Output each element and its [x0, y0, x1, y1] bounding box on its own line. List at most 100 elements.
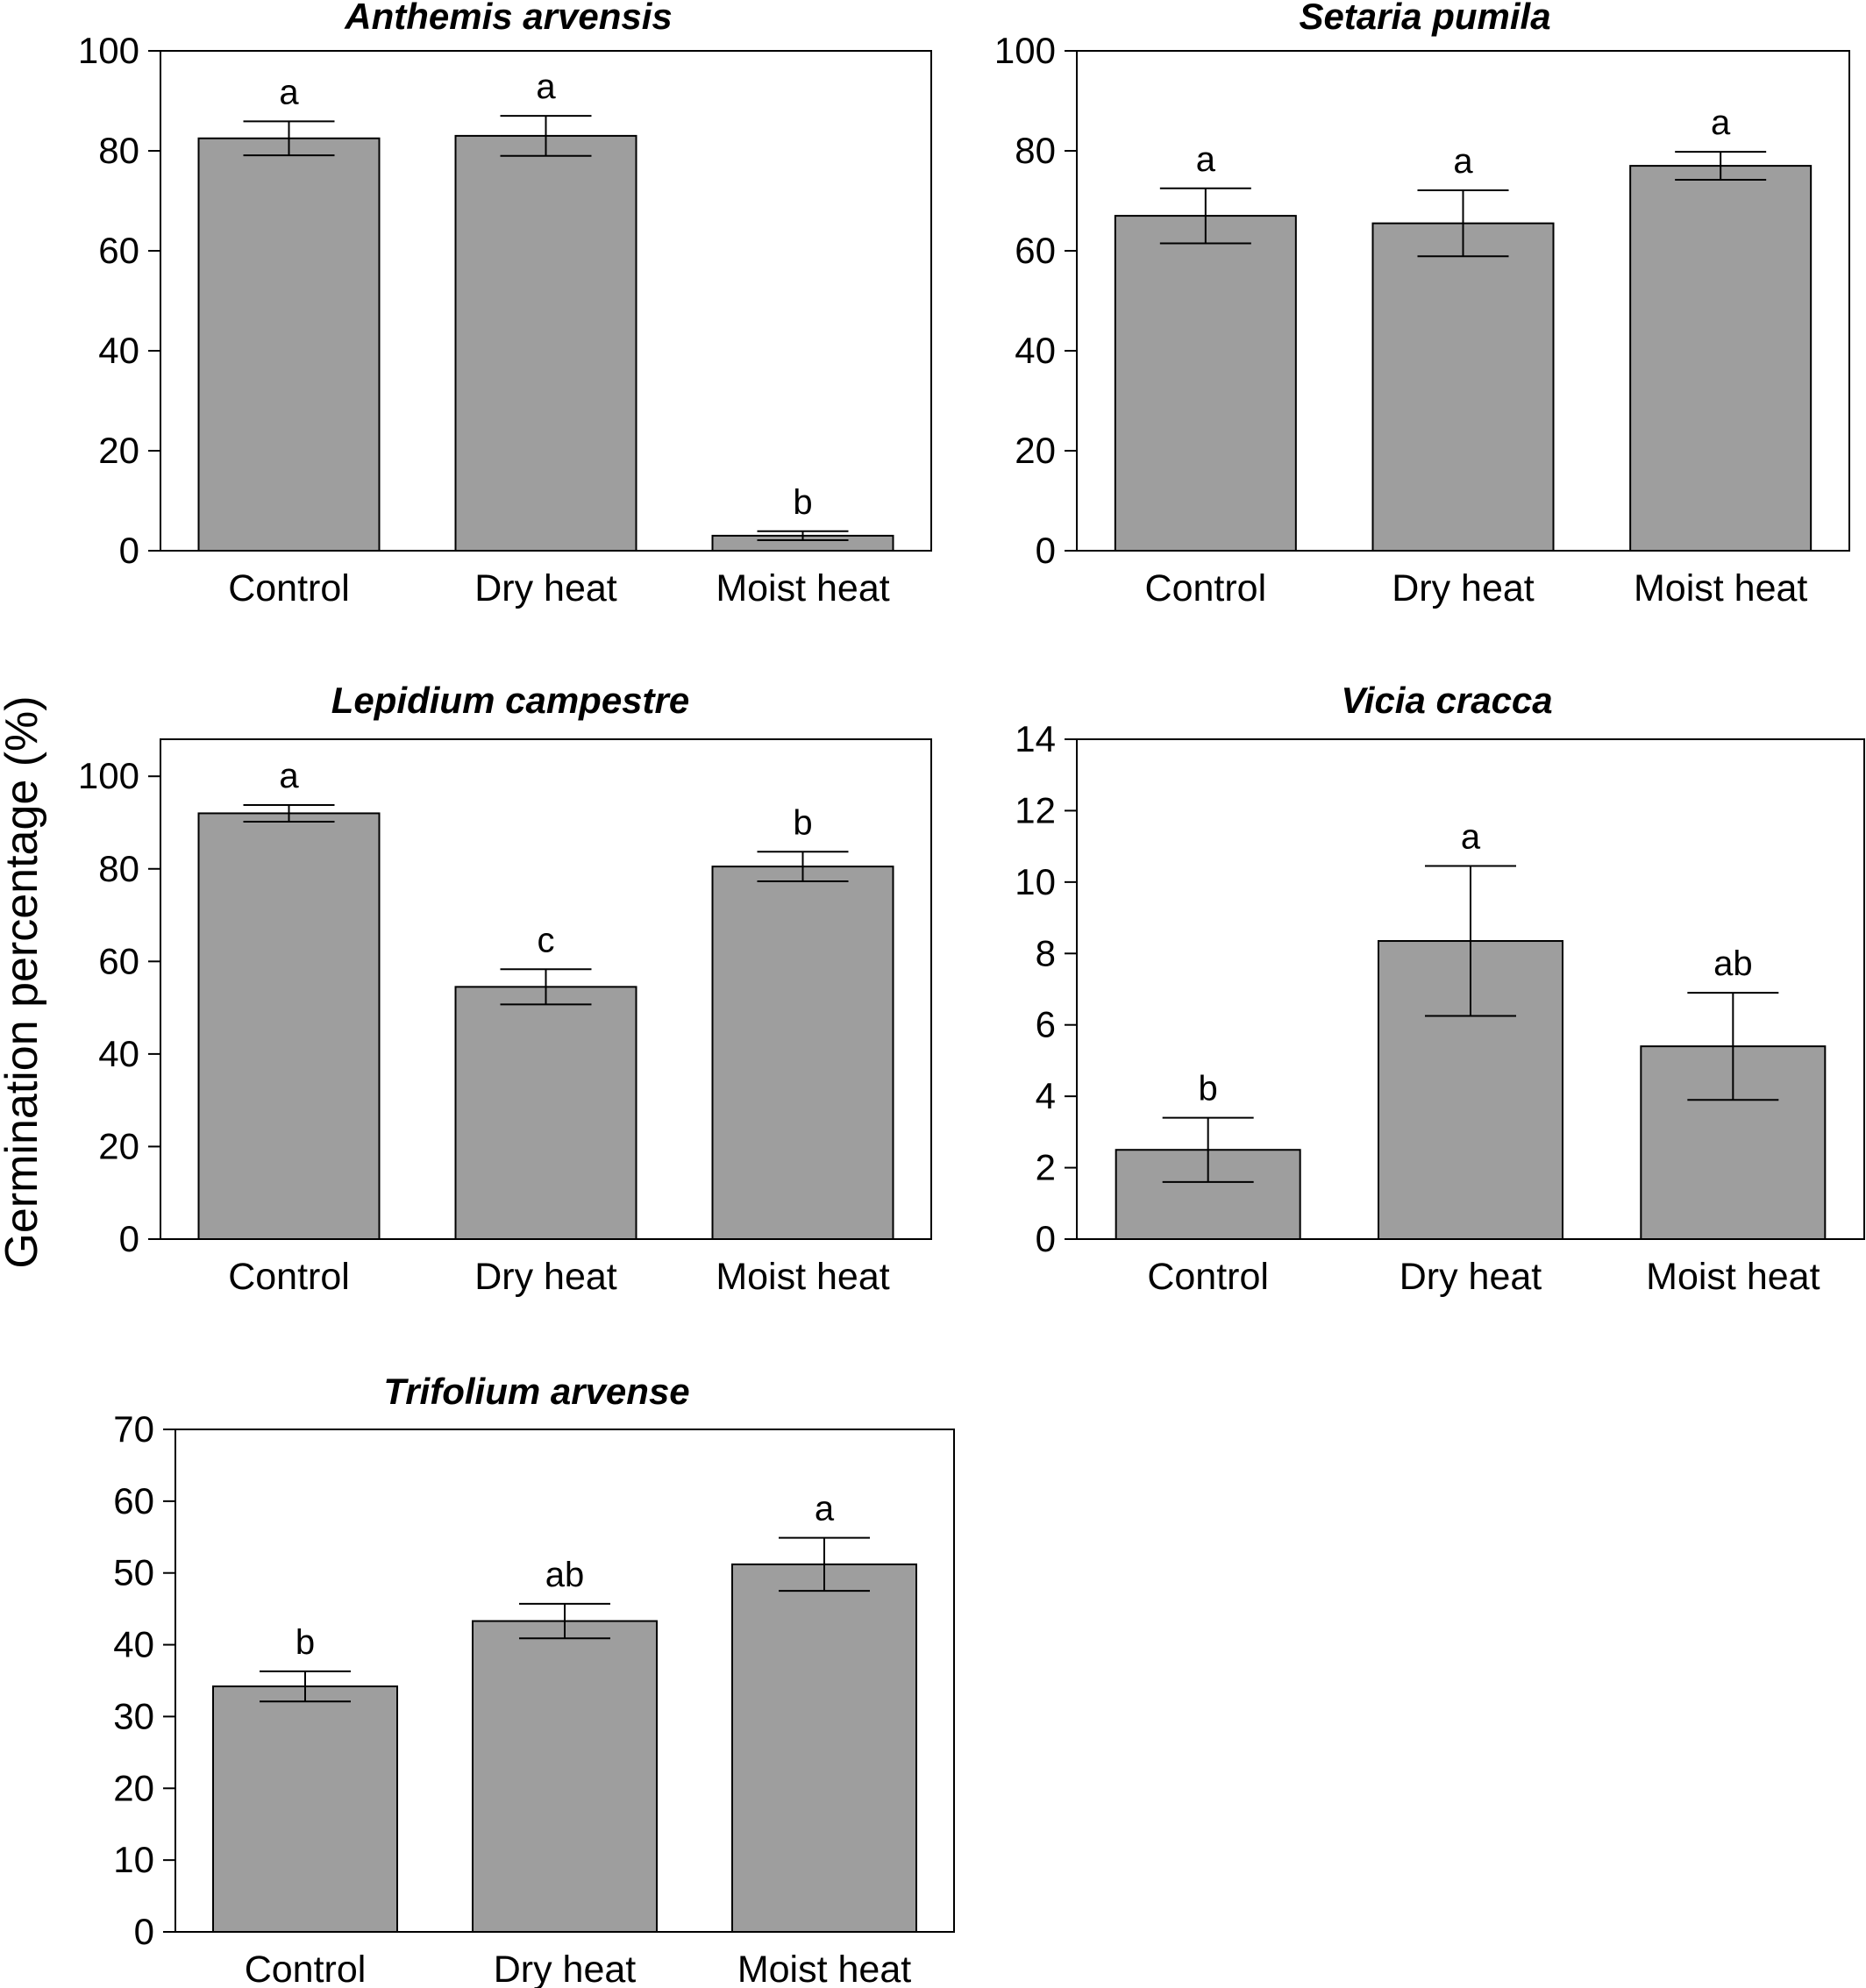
y-tick-label: 60 [1015, 230, 1056, 271]
error-bar-control [1162, 1116, 1254, 1183]
y-tick-label: 8 [1036, 932, 1056, 973]
significance-label: a [536, 68, 556, 106]
y-tick-label: 12 [1015, 789, 1056, 830]
x-tick-label: Control [228, 567, 350, 609]
y-tick-label: 40 [1015, 330, 1056, 371]
panel-lepidium-campestre: Lepidium campestre a c b 0 20 40 60 80 100 Control… [78, 680, 932, 1298]
y-tick-label: 60 [113, 1480, 154, 1521]
x-tick-label: Control [245, 1949, 367, 1988]
x-tick-label: Control [228, 1256, 350, 1298]
y-tick-label: 0 [134, 1911, 154, 1952]
y-tick-label: 80 [1015, 130, 1056, 171]
y-tick-label: 40 [98, 330, 139, 371]
panel-title: Anthemis arvensis [344, 0, 673, 37]
error-bar-control [1159, 187, 1251, 245]
y-tick-label: 40 [113, 1624, 154, 1665]
x-tick-label: Dry heat [1400, 1256, 1542, 1298]
y-tick-label: 4 [1036, 1075, 1056, 1116]
significance-label: a [1453, 142, 1473, 181]
significance-label: b [296, 1623, 315, 1662]
error-bar-dry-heat [1417, 189, 1509, 258]
bar-control [1114, 215, 1297, 552]
panel-anthemis-arvensis: Anthemis arvensis a a b 0 20 40 60 80 100 Control D… [78, 0, 932, 609]
x-tick-label: Moist heat [1634, 567, 1807, 609]
bar-dry-heat [1371, 222, 1555, 552]
panel-title: Vicia cracca [1341, 680, 1552, 721]
y-tick-label: 40 [98, 1033, 139, 1074]
error-bar-moist-heat [779, 1536, 870, 1593]
plot-frame [1076, 738, 1865, 1240]
y-tick-label: 20 [1015, 430, 1056, 471]
bar-dry-heat [454, 986, 637, 1240]
x-tick-label: Control [1147, 1256, 1269, 1298]
panel-title: Setaria pumila [1299, 0, 1550, 37]
y-tick-label: 100 [994, 30, 1056, 71]
x-tick-label: Dry heat [494, 1949, 637, 1988]
bar-moist-heat [731, 1563, 917, 1934]
error-bar-dry-heat [500, 115, 592, 157]
bar-moist-heat [711, 866, 894, 1241]
panel-title: Lepidium campestre [331, 680, 689, 721]
y-tick-label: 20 [113, 1767, 154, 1808]
bar-control [212, 1685, 398, 1933]
plot-frame [160, 50, 932, 552]
y-tick-label: 2 [1036, 1147, 1056, 1188]
x-tick-label: Moist heat [716, 567, 889, 609]
plot-frame [1076, 50, 1850, 552]
y-tick-label: 20 [98, 1125, 139, 1166]
y-tick-label: 0 [1036, 530, 1056, 571]
y-tick-label: 10 [1015, 861, 1056, 902]
bar-moist-heat [1629, 165, 1813, 552]
bar-control [197, 137, 381, 552]
panel-trifolium-arvense: Trifolium arvense b ab a 0 10 20 30 40 50 60 70 Cont… [113, 1371, 955, 1988]
y-tick-label: 100 [78, 30, 139, 71]
x-tick-label: Moist heat [1646, 1256, 1820, 1298]
significance-label: a [815, 1490, 835, 1528]
error-bar-moist-heat [757, 530, 849, 542]
error-bar-moist-heat [1675, 151, 1767, 182]
x-tick-label: Moist heat [737, 1949, 911, 1988]
y-tick-label: 50 [113, 1552, 154, 1593]
error-bar-control [243, 120, 335, 157]
y-tick-label: 0 [119, 1218, 139, 1259]
panel-setaria-pumila: Setaria pumila a a a 0 20 40 60 80 100 Control Dry … [994, 0, 1850, 609]
error-bar-dry-heat [519, 1602, 610, 1640]
error-bar-control [243, 803, 335, 823]
x-tick-label: Dry heat [1392, 567, 1535, 609]
significance-label: ab [1713, 944, 1753, 983]
x-tick-label: Moist heat [716, 1256, 889, 1298]
bar-dry-heat [472, 1620, 658, 1934]
y-tick-label: 6 [1036, 1004, 1056, 1045]
panel-vicia-cracca: Vicia cracca b a ab 0 2 4 6 8 10 12 14 Control Dry he… [1015, 680, 1865, 1298]
significance-label: ab [545, 1556, 585, 1594]
y-tick-label: 100 [78, 755, 139, 796]
significance-label: c [538, 921, 555, 959]
x-tick-label: Control [1145, 567, 1267, 609]
y-tick-label: 70 [113, 1408, 154, 1450]
y-axis-title: Germination percentage (%) [0, 695, 47, 1268]
error-bar-dry-heat [1425, 865, 1516, 1017]
y-tick-label: 30 [113, 1695, 154, 1736]
significance-label: a [279, 757, 299, 795]
significance-label: a [1711, 103, 1731, 142]
significance-label: b [1199, 1070, 1218, 1108]
y-tick-label: 80 [98, 130, 139, 171]
significance-label: a [1461, 818, 1481, 857]
error-bar-moist-heat [757, 851, 849, 883]
y-tick-label: 10 [113, 1839, 154, 1880]
error-bar-moist-heat [1687, 992, 1779, 1101]
significance-label: b [793, 483, 812, 522]
y-tick-label: 0 [119, 530, 139, 571]
bar-dry-heat [454, 134, 637, 552]
error-bar-dry-heat [500, 968, 592, 1006]
y-tick-label: 60 [98, 230, 139, 271]
significance-label: b [793, 803, 812, 842]
bar-control [197, 812, 381, 1240]
y-tick-label: 20 [98, 430, 139, 471]
plot-frame [160, 738, 932, 1240]
y-tick-label: 0 [1036, 1218, 1056, 1259]
significance-label: a [1196, 140, 1216, 179]
significance-label: a [279, 73, 299, 111]
error-bar-control [260, 1670, 351, 1703]
